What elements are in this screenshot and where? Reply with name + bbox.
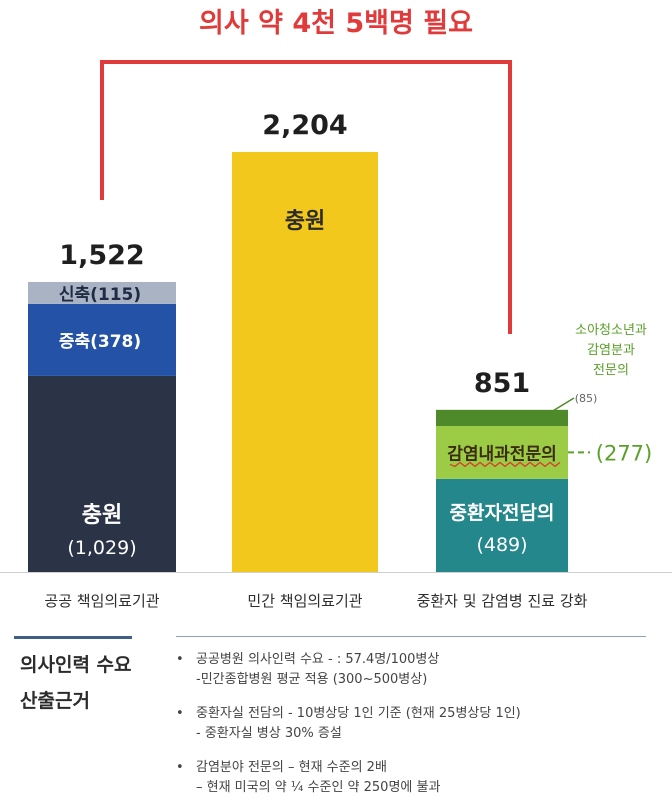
segment-label: 신축(115) (59, 285, 141, 305)
bullet-line: 중환자실 전담의 - 10병상당 1인 기준 (현재 25병상당 1인) (196, 706, 521, 721)
bullet-line: - 중환자실 병상 30% 증설 (196, 726, 342, 741)
segment-value-label: (489) (476, 534, 527, 556)
segment-label: 충원 (82, 503, 122, 528)
footer-rule-right (176, 636, 646, 637)
segment-label: 중환자전담의 (450, 502, 555, 524)
pediatric-annotation-value: (85) (575, 392, 598, 405)
segment-label: 증축(378) (59, 332, 141, 352)
bullet-line: -민간종합병원 평균 적용 (300~500병상) (196, 672, 428, 687)
footer-rule-left (14, 636, 132, 639)
segment-label: 감염내과전문의 (447, 444, 556, 464)
side-annotation-value: (277) (596, 441, 652, 465)
category-label: 중환자 및 감염병 진료 강화 (417, 592, 588, 610)
bar-segment (28, 281, 176, 304)
bar-total-label: 851 (474, 368, 530, 399)
segment-value-label: (1,029) (67, 537, 136, 559)
bullet-dot: • (176, 760, 184, 775)
bar-segment (436, 426, 568, 479)
bullet-line: 감염분야 전문의 – 현재 수준의 2배 (196, 760, 387, 775)
bar-segment (232, 152, 378, 572)
bar-total-label: 2,204 (262, 110, 347, 141)
footer-title-line1: 의사인력 수요 (20, 654, 132, 676)
pediatric-annotation-line: 소아청소년과 (575, 323, 647, 338)
segment-label: 충원 (285, 209, 325, 234)
category-label: 민간 책임의료기관 (247, 592, 362, 610)
bar-segment (28, 303, 176, 376)
pediatric-annotation-line: 감염분과 (587, 343, 635, 358)
category-label: 공공 책임의료기관 (44, 592, 159, 610)
bullet-dot: • (176, 652, 184, 667)
bar-segment (436, 409, 568, 427)
chart-title: 의사 약 4천 5백명 필요 (199, 8, 473, 39)
bar-chart: 의사 약 4천 5백명 필요 1,522 충원 (1,029) 증축(378) 신축(11… (0, 8, 672, 610)
spell-underline (449, 461, 561, 468)
bracket-line (100, 60, 512, 334)
pediatric-annotation-line: 전문의 (593, 363, 629, 378)
bullet-line: – 현재 미국의 약 ¼ 수준인 약 250명에 불과 (196, 780, 441, 795)
bar-segment (28, 375, 176, 572)
bar-segment (436, 478, 568, 572)
footer-title-line2: 산출근거 (20, 690, 90, 712)
pediatric-connector (547, 397, 575, 415)
bullet-line: 공공병원 의사인력 수요 - : 57.4명/100병상 (196, 652, 440, 667)
bullet-dot: • (176, 706, 184, 721)
bar-total-label: 1,522 (59, 240, 144, 271)
